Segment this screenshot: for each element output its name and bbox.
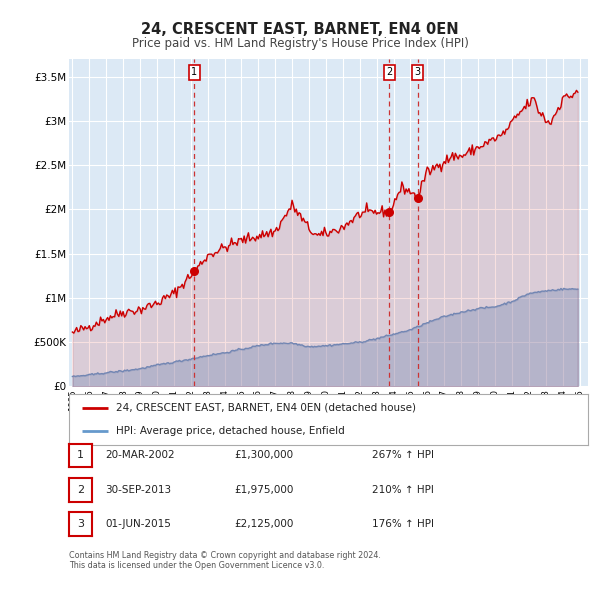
- Text: 1: 1: [77, 451, 84, 460]
- Text: 30-SEP-2013: 30-SEP-2013: [105, 485, 171, 494]
- Text: 01-JUN-2015: 01-JUN-2015: [105, 519, 171, 529]
- Text: This data is licensed under the Open Government Licence v3.0.: This data is licensed under the Open Gov…: [69, 561, 325, 570]
- Text: 3: 3: [77, 519, 84, 529]
- Text: 210% ↑ HPI: 210% ↑ HPI: [372, 485, 434, 494]
- Text: Contains HM Land Registry data © Crown copyright and database right 2024.: Contains HM Land Registry data © Crown c…: [69, 552, 381, 560]
- Text: 20-MAR-2002: 20-MAR-2002: [105, 451, 175, 460]
- Text: Price paid vs. HM Land Registry's House Price Index (HPI): Price paid vs. HM Land Registry's House …: [131, 37, 469, 50]
- Text: 24, CRESCENT EAST, BARNET, EN4 0EN (detached house): 24, CRESCENT EAST, BARNET, EN4 0EN (deta…: [116, 402, 416, 412]
- Text: 176% ↑ HPI: 176% ↑ HPI: [372, 519, 434, 529]
- Text: 2: 2: [386, 67, 392, 77]
- Text: HPI: Average price, detached house, Enfield: HPI: Average price, detached house, Enfi…: [116, 426, 344, 436]
- Text: 2: 2: [77, 485, 84, 494]
- Text: £2,125,000: £2,125,000: [234, 519, 293, 529]
- Text: £1,300,000: £1,300,000: [234, 451, 293, 460]
- Text: 1: 1: [191, 67, 197, 77]
- Text: 24, CRESCENT EAST, BARNET, EN4 0EN: 24, CRESCENT EAST, BARNET, EN4 0EN: [141, 22, 459, 37]
- Text: 267% ↑ HPI: 267% ↑ HPI: [372, 451, 434, 460]
- Text: £1,975,000: £1,975,000: [234, 485, 293, 494]
- Text: 3: 3: [415, 67, 421, 77]
